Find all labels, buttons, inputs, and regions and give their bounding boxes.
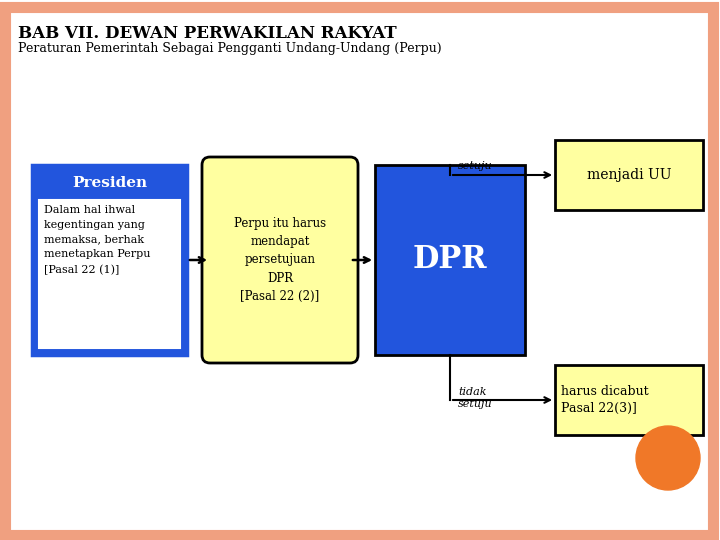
FancyBboxPatch shape [5,7,713,535]
Text: Dalam hal ihwal
kegentingan yang
memaksa, berhak
menetapkan Perpu
[Pasal 22 (1)]: Dalam hal ihwal kegentingan yang memaksa… [44,205,150,275]
FancyBboxPatch shape [202,157,358,363]
Text: Presiden: Presiden [72,176,147,190]
Text: Perpu itu harus
mendapat
persetujuan
DPR
[Pasal 22 (2)]: Perpu itu harus mendapat persetujuan DPR… [234,218,326,302]
FancyBboxPatch shape [375,165,525,355]
Text: menjadi UU: menjadi UU [587,168,671,182]
Text: setuju: setuju [458,161,492,171]
FancyBboxPatch shape [39,200,180,348]
Circle shape [636,426,700,490]
Text: Peraturan Pemerintah Sebagai Pengganti Undang-Undang (Perpu): Peraturan Pemerintah Sebagai Pengganti U… [18,42,441,55]
Text: BAB VII. DEWAN PERWAKILAN RAKYAT: BAB VII. DEWAN PERWAKILAN RAKYAT [18,25,397,42]
Text: harus dicabut
Pasal 22(3)]: harus dicabut Pasal 22(3)] [561,385,649,415]
FancyBboxPatch shape [555,365,703,435]
FancyBboxPatch shape [32,165,187,355]
Text: tidak
setuju: tidak setuju [458,387,492,409]
Text: DPR: DPR [413,245,487,275]
FancyBboxPatch shape [555,140,703,210]
